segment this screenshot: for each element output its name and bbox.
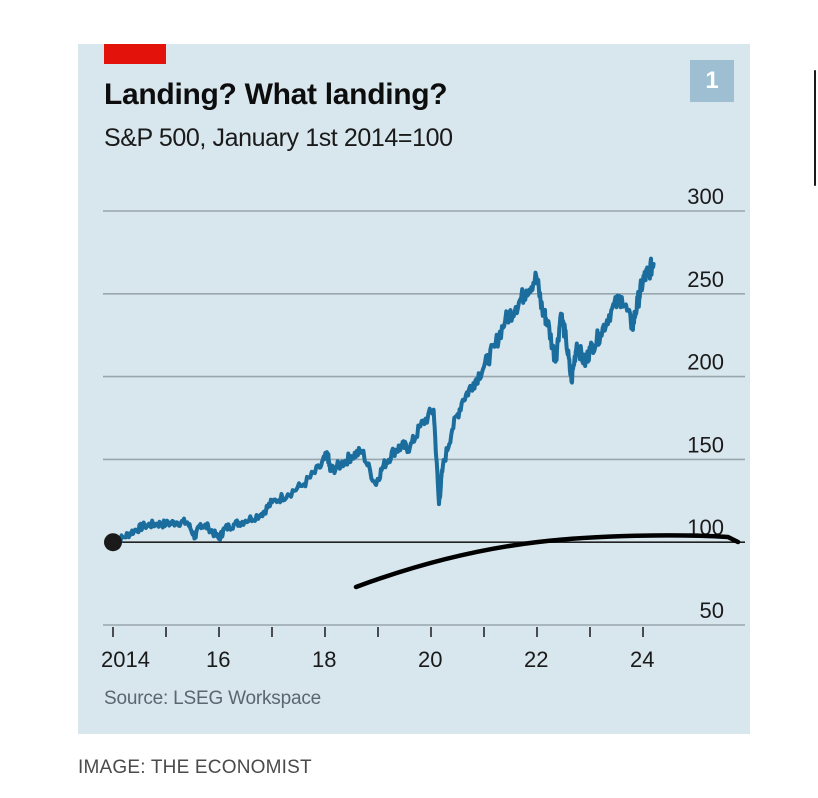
source-note: Source: LSEG Workspace (104, 688, 322, 709)
chart-panel: Landing? What landing? S&P 500, January … (78, 44, 750, 734)
gridlines (103, 210, 745, 626)
y-tick-label-50: 50 (700, 598, 724, 623)
annotations (353, 533, 741, 590)
y-tick-label-150: 150 (687, 432, 724, 457)
x-tick-label-22: 22 (524, 647, 548, 672)
chart-subtitle: S&P 500, January 1st 2014=100 (104, 124, 453, 152)
y-tick-label-200: 200 (687, 350, 724, 375)
x-tick-label-18: 18 (312, 647, 336, 672)
x-tick-label-20: 20 (418, 647, 442, 672)
x-tick-label-24: 24 (630, 647, 654, 672)
hand-drawn-curve-annotation (353, 533, 741, 590)
chart-number-badge: 1 (690, 60, 734, 102)
image-credit: IMAGE: THE ECONOMIST (78, 757, 312, 778)
chart-title: Landing? What landing? (104, 78, 448, 111)
y-tick-label-300: 300 (687, 184, 724, 209)
economist-red-flag (104, 44, 166, 64)
x-tick-label-2014: 2014 (101, 647, 150, 672)
sp500-series-line (111, 256, 656, 546)
start-marker-dot (104, 533, 122, 552)
scrollbar-thumb[interactable] (814, 70, 816, 186)
y-tick-label-250: 250 (687, 267, 724, 292)
series (104, 256, 656, 552)
x-tick-label-16: 16 (206, 647, 230, 672)
x-axis: 2014 16 18 20 22 24 (101, 627, 654, 672)
